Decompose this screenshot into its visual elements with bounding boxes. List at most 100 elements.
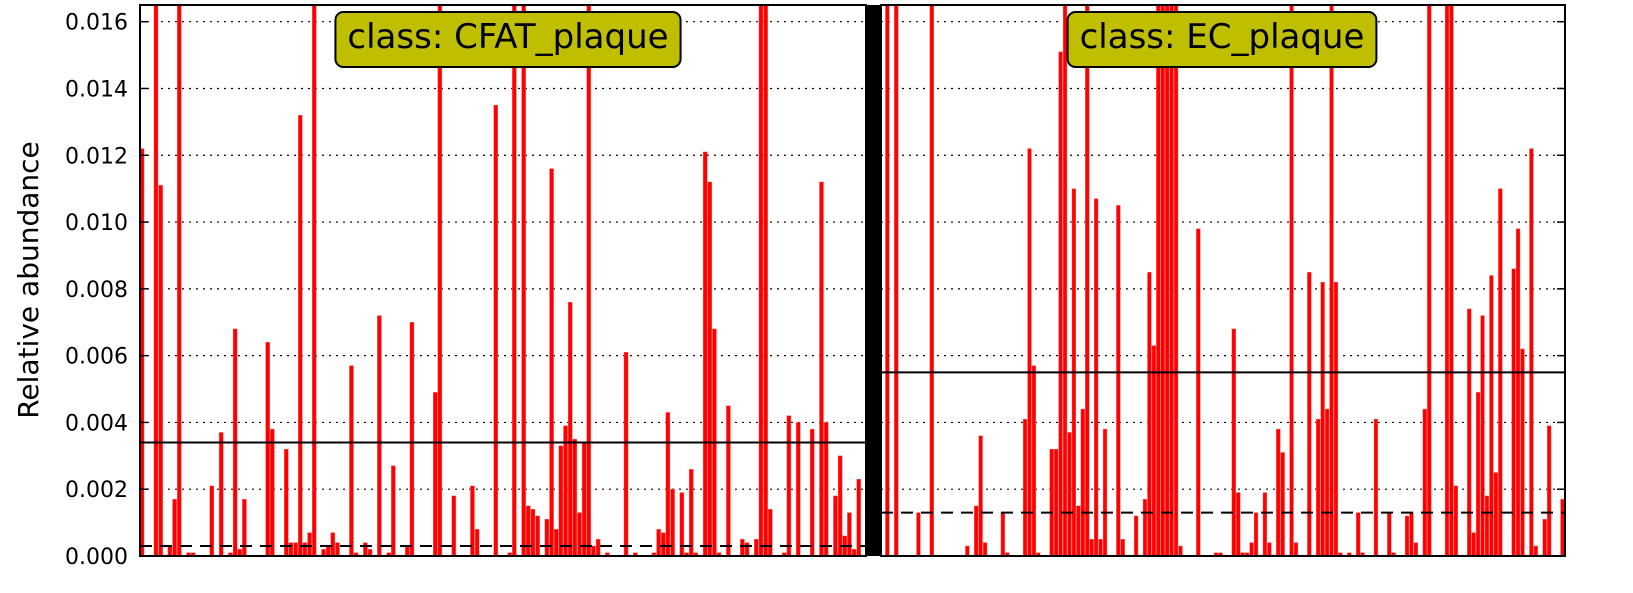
bar [1142,499,1148,557]
bar [581,442,587,557]
bar [1156,4,1161,557]
bar [512,4,517,557]
y-tick-label: 0.004 [65,411,128,436]
bar [809,428,815,557]
bar [1467,308,1472,557]
bar [432,392,438,557]
bar [1529,148,1534,557]
bar [1409,512,1414,557]
bar [707,181,713,557]
bar [1267,542,1272,557]
y-tick-label: 0.002 [65,478,128,503]
bar [237,549,242,557]
y-tick-label: 0.012 [65,144,128,169]
bar [978,435,983,557]
bar [349,365,354,557]
bar [1560,499,1565,557]
bar [1520,348,1525,557]
bar [1253,512,1259,557]
bar [744,542,750,557]
bar [284,448,289,557]
bar [1116,205,1121,557]
bar [1333,281,1339,557]
bar [409,322,415,557]
bar [526,505,531,557]
bar [833,495,838,557]
bar [167,545,173,557]
bar [1533,545,1538,557]
reference-lines [140,371,1565,547]
bar [321,549,326,557]
bar [553,529,559,557]
bar [786,415,792,557]
bar [172,499,177,557]
bar [1102,428,1108,557]
y-tick-label: 0.010 [65,211,128,236]
y-tick-label: 0.014 [65,77,128,102]
bar [1173,4,1179,557]
bar [758,4,764,557]
bar [623,352,629,557]
y-tick-label: 0.008 [65,278,128,303]
bar [1280,452,1285,557]
bar [535,515,540,557]
bar [851,549,857,557]
bar [1324,408,1330,557]
bar [1133,515,1139,557]
bar [1000,512,1005,557]
bar [1387,512,1392,557]
bar [158,185,163,557]
bar [965,545,970,557]
bar [1289,4,1294,557]
bar [1098,539,1103,557]
y-tick-label: 0.016 [65,11,128,36]
bar [1356,512,1361,557]
bar [1120,539,1125,557]
bar [1178,545,1183,557]
bar [1475,392,1481,557]
bar [311,4,317,557]
bar [595,539,601,557]
bar [1196,228,1201,557]
bar [288,542,294,557]
bar [1480,315,1485,557]
bar [335,542,340,557]
bar [1444,4,1450,557]
bar [544,519,550,557]
bar [572,438,578,557]
bar [1076,505,1081,557]
bar [577,512,582,557]
bar [661,532,666,557]
bar [405,545,410,557]
bar [1493,472,1498,557]
bar [1320,281,1325,557]
bar [1422,408,1427,557]
bar [837,455,843,557]
bar [549,168,554,557]
bar [563,425,568,557]
bar [665,412,671,557]
bar [302,542,308,557]
bar [265,342,270,557]
bar [1515,228,1521,557]
bar [474,529,480,557]
bar [1093,198,1099,557]
bar [1085,4,1090,557]
bar [367,549,373,557]
bar [1329,4,1334,557]
bar [1089,539,1094,557]
class-label-box: class: CFAT_plaque [334,11,682,68]
bar [763,4,768,557]
bar [586,4,592,557]
class-label: class: CFAT_plaque [347,17,668,57]
bar [1413,542,1419,557]
bar [819,181,824,557]
bar [1031,365,1037,557]
bar [1169,4,1174,557]
bar [591,545,596,557]
class-labels: class: CFAT_plaque class: EC_plaque [334,11,1378,68]
bar [929,4,934,557]
bar [153,4,159,557]
y-tick-label: 0.006 [65,345,128,370]
bar [1231,328,1236,557]
